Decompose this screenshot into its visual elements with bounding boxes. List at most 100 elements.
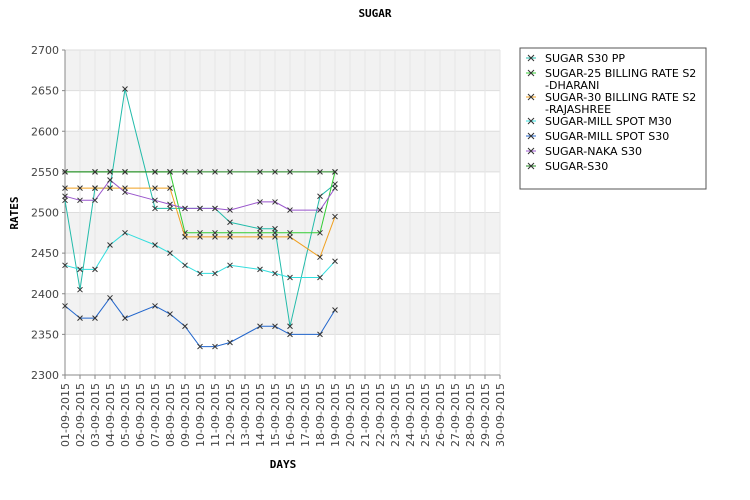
data-point	[197, 343, 203, 350]
plot-band	[65, 90, 500, 132]
legend-item: SUGAR-S30	[526, 160, 608, 173]
data-point	[167, 311, 173, 317]
legend-label-line: SUGAR-25 BILLING RATE S2	[545, 67, 696, 80]
data-point	[167, 201, 173, 208]
series-layer	[62, 86, 338, 350]
x-tick-label: 25-09-2015	[419, 383, 432, 447]
data-point	[197, 270, 203, 277]
series-line	[64, 296, 336, 348]
legend-label-line: SUGAR-S30	[545, 160, 608, 173]
x-tick-label: 22-09-2015	[374, 383, 387, 447]
data-point	[317, 331, 323, 338]
legend-label: SUGAR-25 BILLING RATE S2 -DHARANI	[545, 67, 696, 92]
data-point	[227, 169, 233, 175]
data-point	[317, 254, 323, 261]
x-tick-label: 06-09-2015	[134, 383, 147, 447]
legend-label-line: -DHARANI	[545, 79, 599, 92]
data-point	[287, 323, 293, 330]
legend-label-line: SUGAR-30 BILLING RATE S2	[545, 91, 696, 104]
legend: SUGAR S30 PP SUGAR-25 BILLING RATE S2 -DHA…	[519, 47, 707, 190]
data-point	[92, 197, 98, 204]
data-point	[122, 86, 128, 92]
legend-marker	[527, 147, 535, 155]
data-point	[182, 323, 188, 330]
x-tick-label: 29-09-2015	[479, 383, 492, 447]
x-tick-label: 21-09-2015	[359, 383, 372, 447]
data-point	[92, 266, 98, 273]
data-point	[197, 169, 203, 175]
data-point	[317, 274, 323, 281]
data-point	[272, 323, 278, 330]
series-4	[62, 229, 338, 281]
x-tick-label: 26-09-2015	[434, 383, 447, 447]
data-point	[317, 229, 323, 236]
y-tick-label: 2600	[31, 125, 59, 138]
data-point	[257, 199, 263, 205]
x-tick-label: 14-09-2015	[254, 383, 267, 447]
data-point	[227, 207, 233, 213]
data-point	[257, 229, 263, 236]
x-tick-label: 24-09-2015	[404, 383, 417, 447]
data-point	[332, 169, 338, 175]
plot-band	[65, 253, 500, 294]
data-point	[62, 197, 68, 204]
data-point	[167, 169, 173, 175]
data-point	[107, 242, 113, 248]
data-point	[122, 169, 128, 175]
legend-item: SUGAR-NAKA S30	[526, 145, 642, 158]
legend-label-line: SUGAR-MILL SPOT M30	[545, 115, 672, 128]
legend-label: SUGAR-S30	[545, 160, 608, 173]
x-tick-label: 03-09-2015	[89, 383, 102, 447]
data-point	[182, 169, 188, 175]
data-point	[152, 303, 158, 309]
data-point	[257, 169, 263, 175]
legend-label: SUGAR-MILL SPOT S30	[545, 130, 669, 143]
legend-label-line: SUGAR-MILL SPOT S30	[545, 130, 669, 143]
data-point	[152, 242, 158, 248]
data-point	[287, 331, 293, 338]
data-point	[62, 193, 68, 200]
y-axis-ticks: 2300 2350 2400 2450 2500 2550 2600 2650 2700	[31, 44, 65, 382]
data-point	[152, 205, 158, 212]
data-point	[227, 339, 233, 346]
legend-marker	[527, 54, 535, 62]
legend-item: SUGAR-MILL SPOT S30	[526, 130, 669, 143]
legend-marker	[527, 69, 535, 77]
y-axis-label: RATES	[8, 196, 21, 229]
chart-title: SUGAR	[358, 7, 391, 20]
x-tick-label: 05-09-2015	[119, 383, 132, 447]
legend-marker	[527, 117, 535, 125]
data-point	[317, 169, 323, 175]
data-point	[182, 205, 188, 212]
legend-marker	[527, 162, 535, 170]
legend-item: SUGAR-25 BILLING RATE S2 -DHARANI	[526, 67, 696, 92]
data-point	[332, 307, 338, 313]
y-tick-label: 2500	[31, 207, 59, 220]
legend-label-line: -RAJASHREE	[545, 103, 611, 116]
y-tick-label: 2700	[31, 44, 59, 57]
data-point	[107, 169, 113, 175]
data-point	[257, 323, 263, 330]
series-6	[62, 177, 338, 213]
data-point	[92, 315, 98, 321]
legend-label-line: SUGAR S30 PP	[545, 52, 625, 65]
series-line	[64, 179, 336, 211]
data-point	[212, 270, 218, 277]
data-point	[62, 303, 68, 309]
data-point	[92, 185, 98, 191]
data-point	[257, 234, 263, 240]
y-tick-label: 2400	[31, 288, 59, 301]
data-point	[122, 189, 128, 196]
data-point	[332, 213, 338, 220]
plot-band	[65, 293, 500, 335]
data-point	[227, 262, 233, 269]
data-point	[182, 262, 188, 269]
x-tick-label: 23-09-2015	[389, 383, 402, 447]
data-point	[122, 229, 128, 236]
data-point	[182, 234, 188, 240]
data-point	[317, 193, 323, 200]
data-point	[212, 229, 218, 236]
data-point	[317, 207, 323, 213]
data-point	[152, 185, 158, 191]
data-point	[212, 343, 218, 350]
